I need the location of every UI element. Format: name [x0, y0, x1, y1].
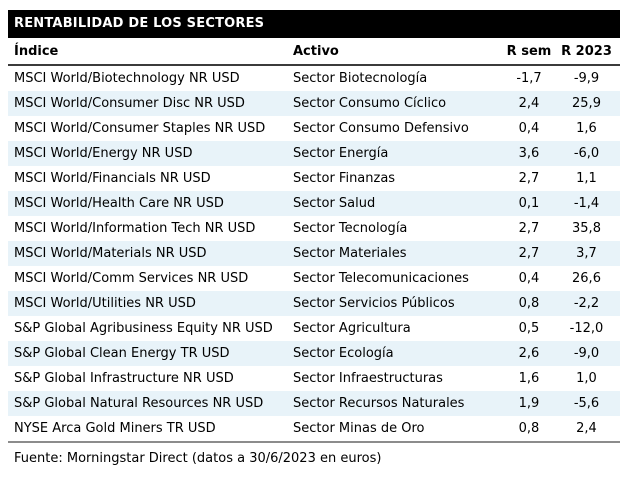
table-row: MSCI World/Energy NR USD Sector Energía 3,…: [8, 141, 620, 166]
cell-r-sem: 2,7: [518, 171, 540, 186]
table-row: MSCI World/Biotechnology NR USD Sector Bi…: [8, 65, 620, 91]
table-row: MSCI World/Consumer Staples NR USD Sector…: [8, 116, 620, 141]
column-header-r-2023: R 2023: [553, 38, 620, 66]
cell-r-sem: 2,7: [518, 246, 540, 261]
cell-r-2023: -1,4: [573, 196, 600, 211]
column-header-indice: Índice: [8, 38, 293, 66]
cell-r-sem: 0,4: [518, 121, 540, 136]
cell-r-2023: -12,0: [569, 321, 604, 336]
cell-activo: Sector Energía: [293, 146, 389, 161]
cell-r-sem: 0,8: [505, 416, 553, 443]
cell-r-2023: -6,0: [573, 146, 600, 161]
table-row: MSCI World/Information Tech NR USD Sector…: [8, 216, 620, 241]
cell-r-2023: 26,6: [572, 271, 601, 286]
cell-r-sem: 1,9: [518, 396, 540, 411]
table-row: NYSE Arca Gold Miners TR USD Sector Minas…: [8, 416, 620, 443]
table-row: MSCI World/Comm Services NR USD Sector Te…: [8, 266, 620, 291]
cell-activo: Sector Servicios Públicos: [293, 296, 455, 311]
cell-r-2023: -9,9: [573, 71, 600, 86]
table-row: MSCI World/Materials NR USD Sector Materi…: [8, 241, 620, 266]
cell-r-2023: 1,6: [576, 121, 597, 136]
cell-r-2023: 1,1: [576, 171, 597, 186]
cell-indice: MSCI World/Information Tech NR USD: [14, 221, 256, 236]
cell-indice: MSCI World/Health Care NR USD: [14, 196, 224, 211]
cell-r-sem: 0,5: [518, 321, 540, 336]
cell-activo: Sector Finanzas: [293, 171, 396, 186]
cell-r-2023: -2,2: [573, 296, 600, 311]
cell-activo: Sector Recursos Naturales: [293, 396, 465, 411]
cell-r-sem: 2,6: [518, 346, 540, 361]
table-row: MSCI World/Financials NR USD Sector Finan…: [8, 166, 620, 191]
table-row: S&P Global Agribusiness Equity NR USD Sec…: [8, 316, 620, 341]
cell-activo: Sector Infraestructuras: [293, 371, 443, 386]
cell-r-sem: -1,7: [516, 71, 542, 86]
cell-indice: S&P Global Infrastructure NR USD: [14, 371, 234, 386]
table-row: MSCI World/Health Care NR USD Sector Salu…: [8, 191, 620, 216]
cell-r-sem: 2,7: [518, 221, 540, 236]
cell-r-2023: -9,0: [573, 346, 600, 361]
cell-r-sem: 3,6: [518, 146, 540, 161]
cell-indice: MSCI World/Consumer Staples NR USD: [14, 121, 266, 136]
cell-indice: MSCI World/Comm Services NR USD: [14, 271, 249, 286]
header-row: Índice Activo R sem R 2023: [8, 38, 620, 66]
cell-r-sem: 0,8: [518, 296, 540, 311]
cell-r-2023: 3,7: [576, 246, 597, 261]
sector-returns-report: RENTABILIDAD DE LOS SECTORES Índice Acti…: [8, 10, 620, 466]
cell-r-2023: -5,6: [573, 396, 600, 411]
table-row: S&P Global Clean Energy TR USD Sector Eco…: [8, 341, 620, 366]
cell-activo: Sector Consumo Cíclico: [293, 96, 447, 111]
cell-activo: Sector Salud: [293, 196, 376, 211]
cell-activo: Sector Agricultura: [293, 321, 411, 336]
table-row: MSCI World/Consumer Disc NR USD Sector Co…: [8, 91, 620, 116]
report-title: RENTABILIDAD DE LOS SECTORES: [8, 10, 620, 38]
cell-activo: Sector Tecnología: [293, 221, 408, 236]
cell-indice: MSCI World/Materials NR USD: [14, 246, 207, 261]
cell-r-2023: 1,0: [576, 371, 597, 386]
cell-r-2023: 25,9: [572, 96, 601, 111]
cell-indice: S&P Global Natural Resources NR USD: [14, 396, 264, 411]
table-row: MSCI World/Utilities NR USD Sector Servic…: [8, 291, 620, 316]
column-header-activo: Activo: [293, 38, 505, 66]
cell-activo: Sector Consumo Defensivo: [293, 121, 469, 136]
cell-r-sem: 1,6: [518, 371, 540, 386]
cell-r-2023: 35,8: [572, 221, 601, 236]
sector-returns-table: Índice Activo R sem R 2023 MSCI World/Bi…: [8, 38, 620, 443]
cell-indice: S&P Global Agribusiness Equity NR USD: [14, 321, 273, 336]
cell-indice: MSCI World/Utilities NR USD: [14, 296, 196, 311]
cell-activo: Sector Telecomunicaciones: [293, 271, 469, 286]
table-body: MSCI World/Biotechnology NR USD Sector Bi…: [8, 65, 620, 443]
cell-r-sem: 2,4: [518, 96, 540, 111]
cell-indice: MSCI World/Biotechnology NR USD: [14, 71, 240, 86]
cell-activo: Sector Biotecnología: [293, 71, 428, 86]
table-header: Índice Activo R sem R 2023: [8, 38, 620, 66]
source-footnote: Fuente: Morningstar Direct (datos a 30/6…: [14, 451, 382, 466]
cell-activo: Sector Minas de Oro: [293, 416, 505, 443]
cell-indice: MSCI World/Consumer Disc NR USD: [14, 96, 245, 111]
cell-r-2023: 2,4: [553, 416, 620, 443]
cell-r-sem: 0,4: [518, 271, 540, 286]
table-row: S&P Global Infrastructure NR USD Sector I…: [8, 366, 620, 391]
cell-indice: NYSE Arca Gold Miners TR USD: [8, 416, 293, 443]
cell-activo: Sector Materiales: [293, 246, 407, 261]
cell-activo: Sector Ecología: [293, 346, 394, 361]
column-header-r-sem: R sem: [505, 38, 553, 66]
cell-indice: S&P Global Clean Energy TR USD: [14, 346, 230, 361]
cell-indice: MSCI World/Energy NR USD: [14, 146, 193, 161]
cell-indice: MSCI World/Financials NR USD: [14, 171, 211, 186]
table-row: S&P Global Natural Resources NR USD Secto…: [8, 391, 620, 416]
cell-r-sem: 0,1: [518, 196, 540, 211]
